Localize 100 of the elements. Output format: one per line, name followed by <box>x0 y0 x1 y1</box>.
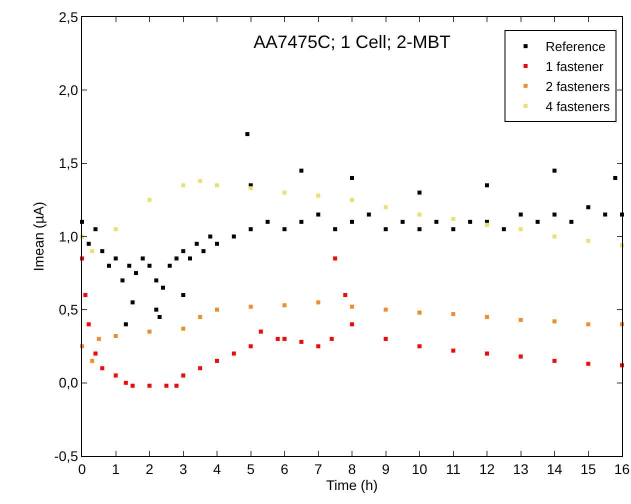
point <box>451 348 456 353</box>
point <box>485 222 489 227</box>
point <box>174 256 178 260</box>
x-tick-label: 4 <box>213 460 222 477</box>
y-tick-label: -0,5 <box>54 448 78 464</box>
point <box>343 293 348 298</box>
point <box>418 227 422 232</box>
point <box>518 227 523 232</box>
y-tick-label: 2,5 <box>58 8 78 25</box>
point <box>100 249 104 254</box>
point <box>316 300 320 304</box>
point <box>198 366 202 370</box>
point <box>134 271 138 276</box>
point <box>569 220 574 224</box>
x-tick-label: 15 <box>580 460 596 477</box>
point <box>316 344 320 348</box>
point <box>215 308 219 312</box>
point <box>114 227 118 232</box>
y-tick-label: 0,0 <box>58 374 78 391</box>
point <box>232 234 236 238</box>
point <box>316 194 320 198</box>
point <box>418 212 422 217</box>
x-tick-label: 1 <box>112 460 120 477</box>
point <box>148 384 152 388</box>
point <box>468 220 472 224</box>
point <box>114 256 118 260</box>
point <box>202 249 206 254</box>
point <box>198 178 202 183</box>
point <box>181 326 186 331</box>
point <box>282 303 286 308</box>
point <box>248 186 253 190</box>
y-tick-label: 1,5 <box>58 155 78 172</box>
point <box>174 384 178 388</box>
point <box>282 336 286 341</box>
point <box>208 234 212 238</box>
point <box>350 220 354 224</box>
point <box>86 242 91 246</box>
x-tick-label: 10 <box>412 460 428 477</box>
point <box>258 330 263 334</box>
x-tick-label: 12 <box>479 460 495 477</box>
point <box>127 264 132 268</box>
text: AA7475C; 1 Cell; 2-MBT <box>253 32 451 52</box>
point <box>384 336 388 341</box>
point <box>299 220 304 224</box>
point <box>384 308 388 312</box>
point <box>83 293 88 298</box>
point <box>384 227 388 232</box>
point <box>130 300 135 304</box>
point <box>350 198 354 202</box>
point <box>586 322 590 326</box>
x-tick-label: 5 <box>246 460 255 477</box>
point <box>124 380 128 385</box>
point <box>299 168 304 173</box>
point <box>451 227 456 232</box>
point <box>418 310 422 315</box>
point <box>518 212 523 217</box>
point <box>158 314 162 319</box>
point <box>248 344 253 348</box>
point <box>107 264 111 268</box>
point <box>94 227 98 232</box>
point <box>552 358 556 363</box>
point <box>90 358 94 363</box>
x-tick-label: 6 <box>280 460 289 477</box>
point <box>366 212 371 217</box>
legend-label: 1 fastener <box>546 59 604 74</box>
legend-label: Reference <box>546 39 606 54</box>
point <box>232 352 236 356</box>
point <box>114 334 118 338</box>
point <box>215 358 219 363</box>
point <box>248 304 253 309</box>
x-tick-label: 0 <box>78 460 86 477</box>
point <box>154 308 158 312</box>
point <box>124 322 128 326</box>
point <box>215 242 219 246</box>
point <box>400 220 405 224</box>
x-tick-label: 8 <box>348 460 356 477</box>
y-tick-label: 1,0 <box>58 228 78 244</box>
y-tick-label: 0,5 <box>58 302 78 318</box>
point <box>418 344 422 348</box>
point <box>485 314 489 319</box>
point <box>552 319 556 324</box>
point <box>552 234 556 238</box>
point <box>418 190 422 195</box>
point <box>282 190 286 195</box>
point <box>140 256 145 260</box>
point <box>316 212 320 217</box>
point <box>164 384 168 388</box>
x-tick-label: 3 <box>179 460 188 477</box>
point <box>168 264 172 268</box>
point <box>518 318 523 322</box>
legend-label: 2 fasteners <box>546 78 610 94</box>
point <box>451 216 456 221</box>
x-tick-label: 16 <box>614 460 630 477</box>
point <box>188 256 192 260</box>
y-axis-title: Imean (µA) <box>30 202 47 272</box>
point <box>245 132 250 136</box>
point <box>333 256 338 260</box>
point <box>181 293 186 298</box>
x-tick-label: 14 <box>546 460 562 477</box>
x-tick-label: 11 <box>446 460 461 477</box>
